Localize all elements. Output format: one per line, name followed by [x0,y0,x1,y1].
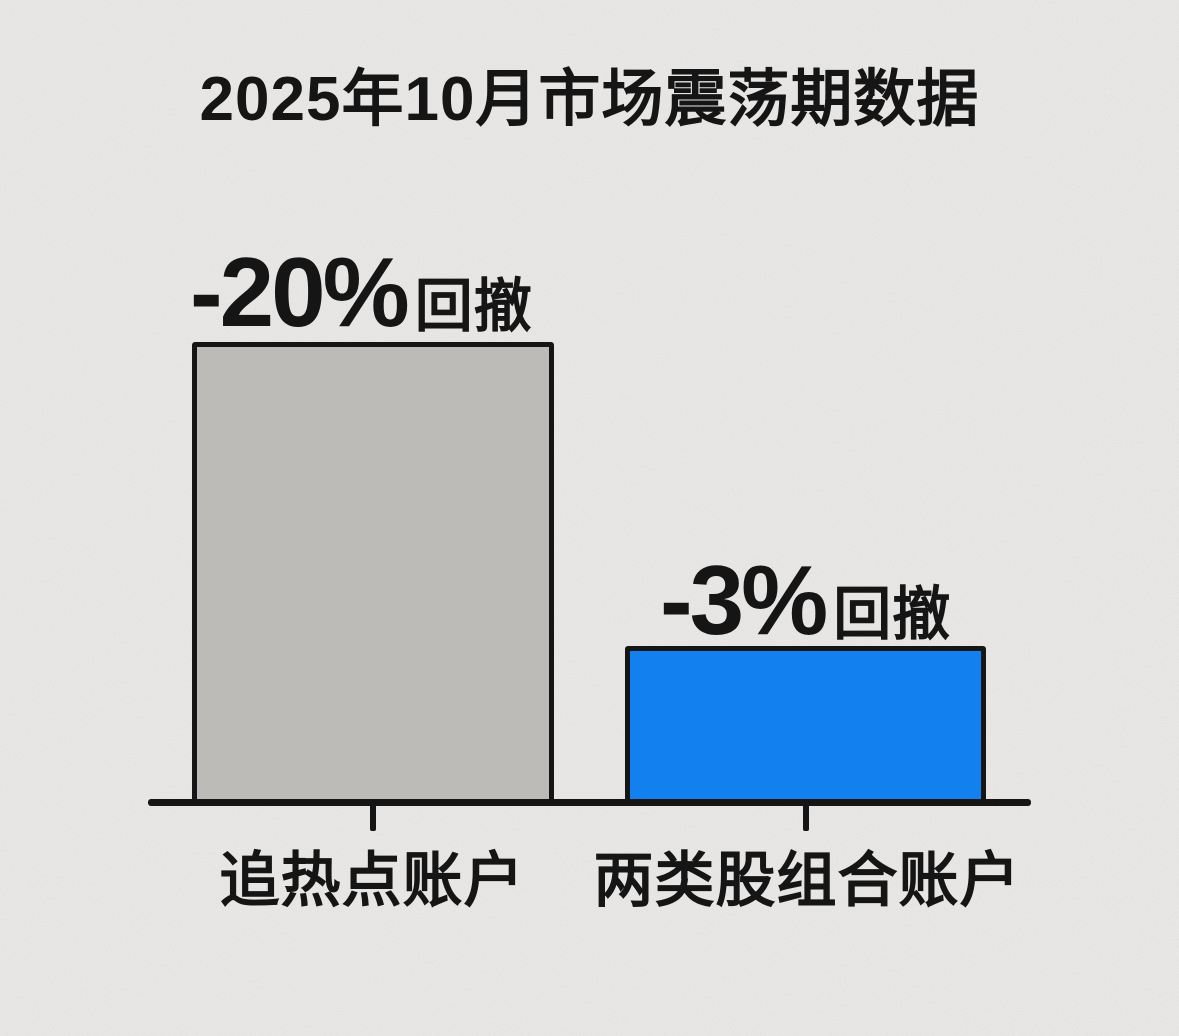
value-number: -20% [190,237,410,347]
bar-hot-chasing-account [192,342,554,804]
value-number: -3% [660,545,828,655]
chart-title: 2025年10月市场震荡期数据 [199,65,980,134]
category-label-hot-chasing: 追热点账户 [219,847,525,914]
value-label-hot-chasing: -20% 回撤 [190,243,533,341]
value-suffix: 回撤 [414,274,533,339]
value-label-two-type-portfolio: -3% 回撤 [660,551,951,649]
x-axis-line [148,799,1031,806]
value-suffix: 回撤 [833,582,952,647]
x-axis-tick [803,803,809,831]
category-label-two-type-portfolio: 两类股组合账户 [593,847,1021,914]
x-axis-tick [370,803,376,831]
bar-two-type-portfolio-account [625,646,986,804]
